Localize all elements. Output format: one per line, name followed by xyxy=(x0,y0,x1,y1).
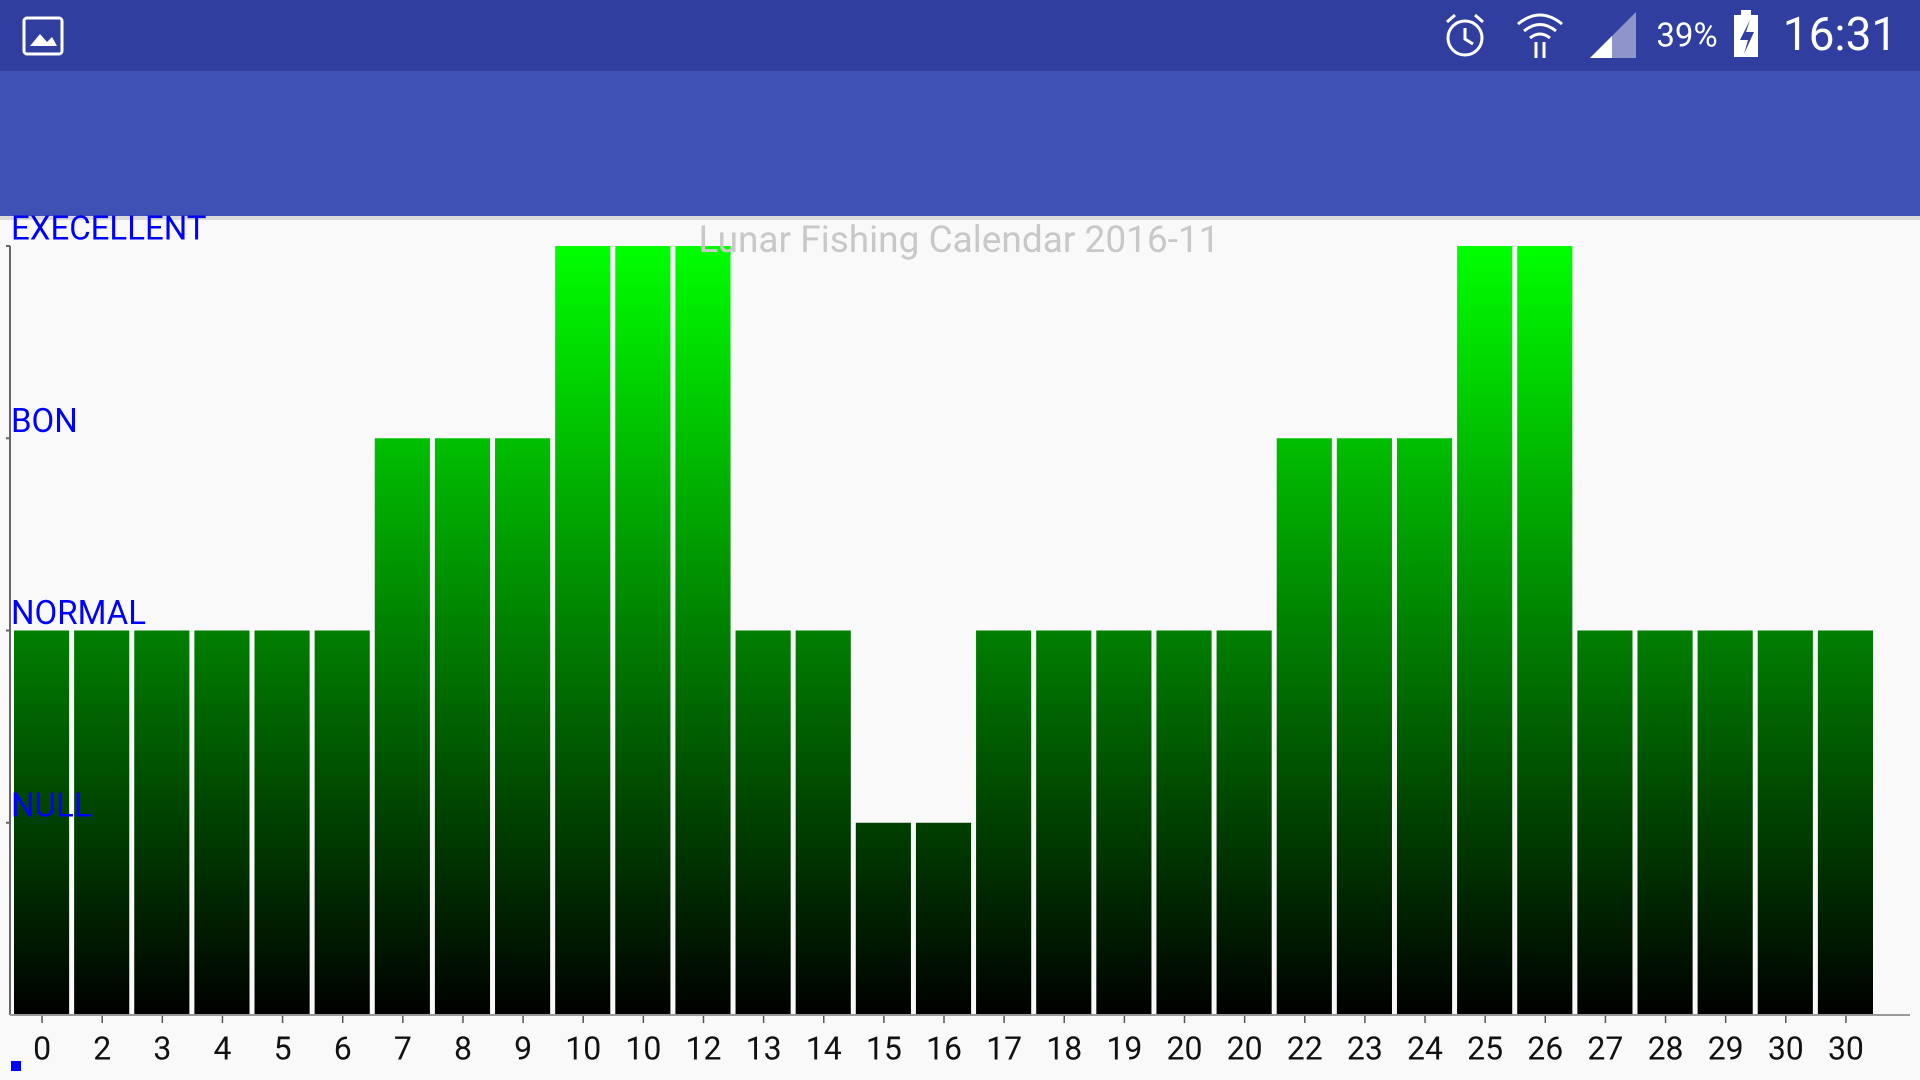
bar xyxy=(254,630,310,1015)
x-tick-label: 14 xyxy=(806,1029,842,1067)
y-tick-label: EXECELLENT xyxy=(11,210,207,249)
signal-level xyxy=(1590,36,1612,58)
x-tick-label: 25 xyxy=(1467,1029,1503,1067)
x-tick-label: 2 xyxy=(93,1029,111,1067)
x-tick-label: 8 xyxy=(454,1029,472,1067)
x-tick-label: 20 xyxy=(1227,1029,1263,1067)
battery-icon xyxy=(1734,10,1758,57)
bar xyxy=(1096,630,1152,1015)
bar xyxy=(434,438,491,1015)
bar xyxy=(14,630,70,1015)
x-tick-label: 16 xyxy=(926,1029,962,1067)
x-tick-label: 6 xyxy=(334,1029,352,1067)
x-tick-label: 4 xyxy=(213,1029,231,1067)
bar xyxy=(1156,630,1212,1015)
chart-title: Lunar Fishing Calendar 2016-11 xyxy=(698,219,1219,262)
bar xyxy=(1817,630,1873,1015)
x-tick-label: 28 xyxy=(1648,1029,1684,1067)
bar xyxy=(795,630,851,1015)
x-tick-label: 30 xyxy=(1768,1029,1804,1067)
bar xyxy=(1637,630,1693,1015)
legend-marker xyxy=(11,1061,21,1071)
bar xyxy=(1457,246,1513,1015)
bar xyxy=(615,246,671,1015)
x-tick-label: 23 xyxy=(1347,1029,1383,1067)
x-tick-label: 7 xyxy=(394,1029,412,1067)
x-tick-label: 12 xyxy=(685,1029,721,1067)
bar xyxy=(194,630,250,1015)
y-tick-label: BON xyxy=(11,402,78,441)
bar xyxy=(976,630,1032,1015)
bar xyxy=(314,630,370,1015)
status-bar xyxy=(0,0,1920,71)
x-tick-label: 0 xyxy=(33,1029,51,1067)
bar xyxy=(735,630,791,1015)
x-tick-label: 22 xyxy=(1287,1029,1323,1067)
bar xyxy=(134,630,190,1015)
chart: 0 2 3 4 5 6 7 8 9 10 10 12 13 14 15 16 17 18 19 20 20 22 23 24 2… xyxy=(6,210,1910,1067)
x-tick-label: 20 xyxy=(1167,1029,1203,1067)
bar xyxy=(1336,438,1392,1015)
bar xyxy=(855,822,911,1015)
x-tick-label: 18 xyxy=(1046,1029,1082,1067)
clock: 16:31 xyxy=(1783,8,1898,62)
wifi-icon xyxy=(1517,13,1563,58)
alarm-icon xyxy=(1446,13,1484,57)
bar xyxy=(555,246,611,1015)
bar xyxy=(915,822,972,1015)
x-tick-label: 5 xyxy=(274,1029,292,1067)
x-tick-label: 3 xyxy=(153,1029,171,1067)
x-tick-label: 17 xyxy=(986,1029,1022,1067)
bar xyxy=(1697,630,1753,1015)
bar xyxy=(1216,630,1272,1015)
app-bar xyxy=(0,71,1920,216)
y-tick-label: NORMAL xyxy=(11,594,146,633)
gallery-icon xyxy=(22,16,64,56)
battery-percent: 39% xyxy=(1656,17,1717,56)
x-tick-label: 27 xyxy=(1587,1029,1623,1067)
x-tick-label: 9 xyxy=(514,1029,532,1067)
x-tick-label: 24 xyxy=(1407,1029,1443,1067)
x-tick-label: 26 xyxy=(1527,1029,1563,1067)
bar xyxy=(1276,438,1332,1015)
bar xyxy=(1757,630,1813,1015)
x-tick-label: 15 xyxy=(866,1029,902,1067)
bar xyxy=(374,438,430,1015)
bar xyxy=(74,630,130,1015)
x-tick-label: 30 xyxy=(1828,1029,1864,1067)
x-tick-label: 10 xyxy=(625,1029,661,1067)
bar xyxy=(675,246,731,1015)
app-bar-shadow xyxy=(0,216,1920,220)
x-tick-label: 19 xyxy=(1106,1029,1142,1067)
bar xyxy=(1036,630,1092,1015)
y-tick-label: NULL xyxy=(11,786,92,825)
bar xyxy=(1577,630,1633,1015)
x-tick-label: 29 xyxy=(1708,1029,1744,1067)
bar xyxy=(1517,246,1573,1015)
x-tick-label: 10 xyxy=(565,1029,601,1067)
bar xyxy=(1396,438,1453,1015)
x-tick-label: 13 xyxy=(746,1029,782,1067)
bar xyxy=(495,438,551,1015)
